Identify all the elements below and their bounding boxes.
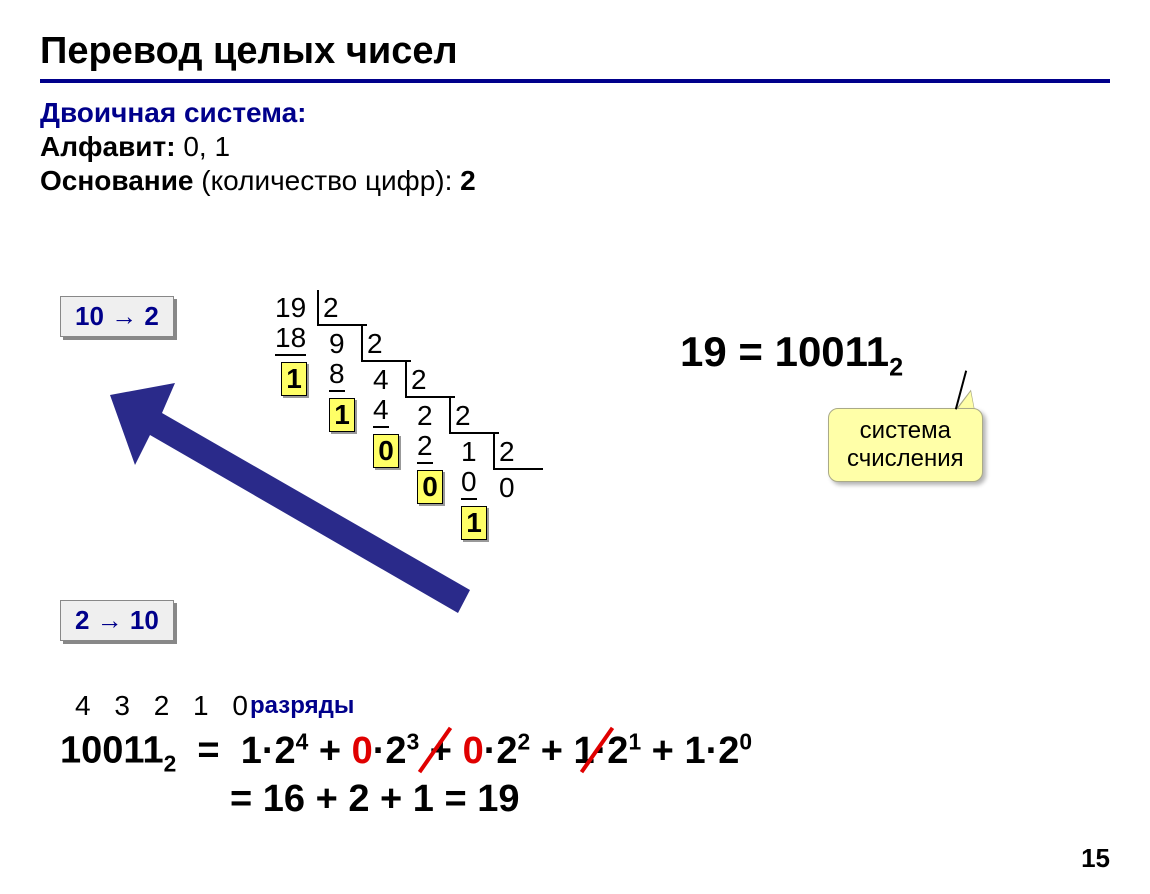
base-value: 2 [460, 165, 476, 196]
base-label: Основание [40, 165, 193, 196]
badge-10-to-2: 10 → 2 [60, 296, 174, 337]
expansion-line: 100112 = 1·24 + 0·23 + 0·22 + 1·21 + 1·2… [60, 728, 752, 777]
page-number: 15 [1081, 843, 1110, 874]
page-title: Перевод целых чисел [40, 30, 1150, 73]
expansion-sum: = 16 + 2 + 1 = 19 [230, 778, 519, 821]
callout-system: системасчисления [828, 408, 983, 482]
base-paren: (количество цифр): [201, 165, 452, 196]
collect-arrow-icon [70, 365, 500, 635]
base-line: Основание (количество цифр): 2 [40, 165, 1150, 197]
header-block: Двоичная система: Алфавит: 0, 1 Основани… [40, 97, 1150, 197]
alphabet-label: Алфавит: [40, 131, 176, 162]
rank-digits: 4 3 2 1 0 [75, 690, 256, 722]
rank-label: разряды [250, 692, 354, 720]
subtitle: Двоичная система: [40, 97, 1150, 129]
result-equation: 19 = 100112 [680, 328, 903, 382]
title-underline [40, 79, 1110, 83]
alphabet-value: 0, 1 [183, 131, 230, 162]
alphabet-line: Алфавит: 0, 1 [40, 131, 1150, 163]
